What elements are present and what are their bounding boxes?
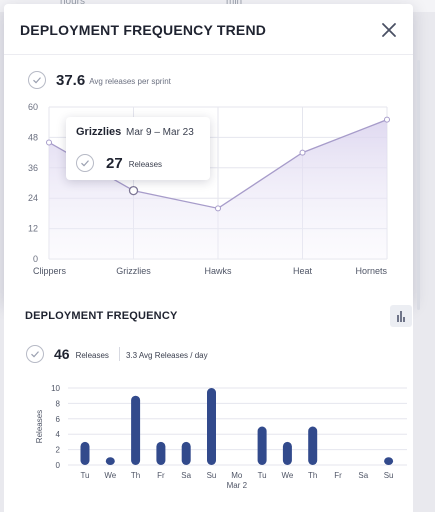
x-tick-label: Heat [293, 266, 313, 276]
data-point [128, 185, 139, 196]
y-axis-label: Releases [35, 410, 44, 443]
avg-kpi-label: Avg releases per sprint [89, 77, 171, 86]
releases-kpi-label: Releases [75, 350, 109, 360]
x-tick-label: Grizzlies [116, 266, 151, 276]
card-title: DEPLOYMENT FREQUENCY [25, 310, 178, 322]
background-text-hours: hours [60, 0, 85, 7]
bar [131, 395, 141, 465]
x-tick-label: Tu [258, 471, 267, 480]
y-tick-label: 6 [56, 415, 61, 424]
y-tick-label: 8 [56, 399, 61, 408]
y-tick-label: 24 [28, 193, 38, 203]
x-tick-label: Su [384, 471, 394, 480]
y-tick-label: 4 [56, 430, 61, 439]
scrollbar[interactable] [417, 60, 420, 310]
trend-area-chart: 0 12 24 36 48 60 Clippers Grizzlies Hawks Heat Hor… [28, 102, 390, 276]
check-circle-icon [28, 71, 46, 89]
tooltip-team: Grizzlies [76, 126, 122, 138]
x-tick-label: Th [131, 471, 140, 480]
chart-toggle-button[interactable] [390, 305, 412, 327]
y-tick-label: 12 [28, 224, 38, 234]
close-button[interactable] [377, 18, 401, 42]
y-tick-label: 60 [28, 102, 38, 112]
x-tick-label: We [281, 471, 293, 480]
bar [257, 426, 267, 465]
x-tick-label: Fr [334, 471, 342, 480]
releases-kpi-avg: 3.3 Avg Releases / day [125, 350, 208, 360]
daily-bar-chart: 0 2 4 6 8 10 Releases Tu We Th Fr Sa Su Mo Tu We Th Fr Sa S… [35, 384, 407, 490]
data-point [46, 139, 52, 146]
check-circle-icon [76, 154, 94, 172]
releases-kpi-value: 46 [54, 346, 70, 362]
avg-kpi-value: 37.6 [56, 71, 86, 89]
x-tick-label: Mo [231, 471, 243, 480]
background-text-min: min [226, 0, 242, 7]
modal-title: DEPLOYMENT FREQUENCY TREND [20, 22, 267, 38]
x-tick-label: We [104, 471, 116, 480]
y-tick-label: 2 [56, 446, 61, 455]
x-tick-label: Th [308, 471, 317, 480]
x-sub-label: Mar 2 [227, 481, 248, 490]
kpi-divider [118, 347, 120, 361]
bar [156, 441, 166, 465]
trend-modal: DEPLOYMENT FREQUENCY TREND 37.6 Avg rele… [4, 4, 413, 302]
chart-tooltip: Grizzlies Mar 9 – Mar 23 27 Releases [66, 117, 210, 180]
bar [105, 457, 115, 465]
bar [80, 441, 90, 465]
x-tick-label: Tu [80, 471, 89, 480]
bar [207, 388, 216, 465]
y-tick-label: 0 [56, 461, 61, 470]
avg-kpi: 37.6 Avg releases per sprint [28, 71, 171, 89]
y-tick-label: 0 [33, 254, 38, 264]
tooltip-label: Releases [128, 160, 163, 169]
releases-kpi: 46 Releases 3.3 Avg Releases / day [26, 345, 208, 363]
x-tick-label: Su [207, 471, 217, 480]
bar [282, 441, 292, 465]
bar [384, 457, 394, 465]
tooltip-range: Mar 9 – Mar 23 [126, 127, 194, 138]
x-tick-label: Hawks [204, 266, 232, 276]
x-tick-label: Clippers [33, 266, 67, 276]
data-point [215, 205, 221, 212]
bar [181, 441, 191, 465]
tooltip-value: 27 [106, 154, 123, 172]
y-tick-label: 10 [51, 384, 60, 393]
x-tick-label: Sa [181, 471, 191, 480]
frequency-card: DEPLOYMENT FREQUENCY 46 Releases 3.3 Avg… [4, 298, 413, 512]
bar [308, 426, 318, 465]
x-tick-label: Fr [157, 471, 165, 480]
x-tick-label: Hornets [355, 266, 387, 276]
y-tick-label: 36 [28, 163, 38, 173]
check-circle-icon [26, 345, 44, 363]
y-tick-label: 48 [28, 132, 38, 142]
data-point [299, 149, 306, 156]
close-icon [382, 23, 396, 37]
x-tick-label: Sa [358, 471, 368, 480]
modal-header: DEPLOYMENT FREQUENCY TREND [4, 4, 413, 55]
data-point [384, 116, 390, 123]
tooltip-kpi: 27 Releases [76, 154, 162, 172]
